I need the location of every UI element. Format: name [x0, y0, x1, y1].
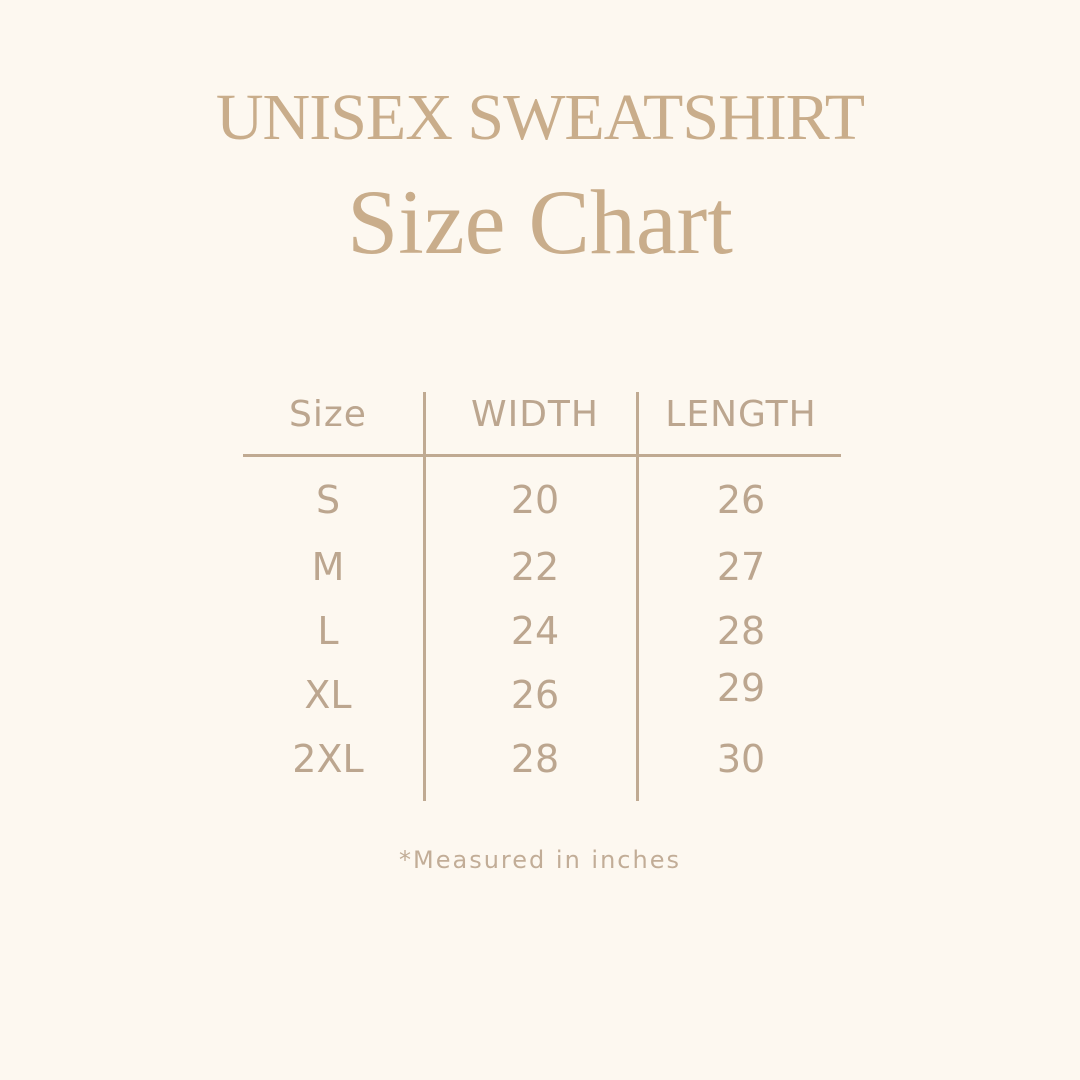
header-length: LENGTH	[665, 394, 817, 435]
header-size: Size	[289, 394, 367, 435]
width-cell: 20	[510, 478, 560, 522]
size-cell: L	[317, 609, 339, 653]
length-cell: 29	[716, 666, 766, 710]
title: UNISEX SWEATSHIRT	[215, 81, 865, 154]
header-divider	[243, 454, 841, 457]
width-cell: 28	[510, 737, 560, 781]
size-cell: M	[311, 545, 345, 589]
length-cell: 28	[716, 609, 766, 653]
size-cell: S	[315, 478, 341, 522]
length-cell: 26	[716, 478, 766, 522]
size-cell: 2XL	[292, 737, 364, 781]
column-divider	[636, 392, 639, 801]
footnote: *Measured in inches	[399, 846, 681, 874]
size-cell: XL	[304, 673, 352, 717]
length-cell: 30	[716, 737, 766, 781]
subtitle: Size Chart	[347, 171, 733, 273]
width-cell: 22	[510, 545, 560, 589]
width-cell: 26	[510, 673, 560, 717]
width-cell: 24	[510, 609, 560, 653]
length-cell: 27	[716, 545, 766, 589]
header-width: WIDTH	[471, 394, 599, 435]
column-divider	[423, 392, 426, 801]
